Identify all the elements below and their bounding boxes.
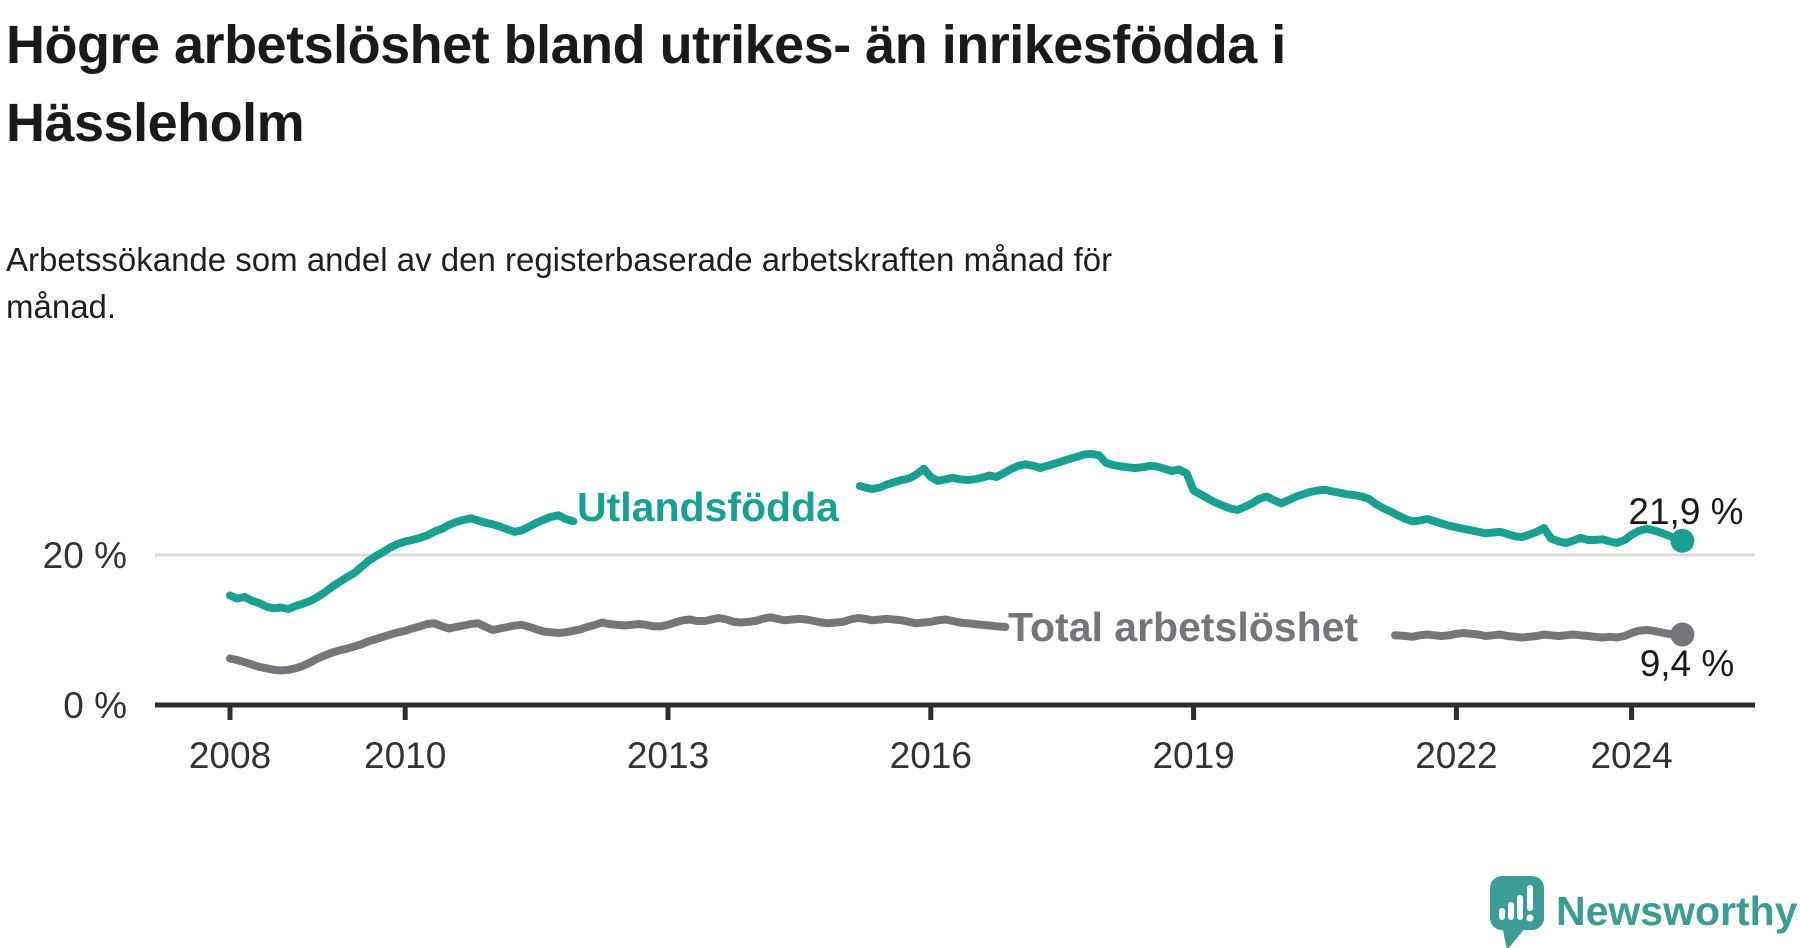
page-subtitle: Arbetssökande som andel av den registerb…	[6, 236, 1506, 330]
newsworthy-wordmark: Newsworthy	[1556, 888, 1798, 934]
page-title-line1: Högre arbetslöshet bland utrikes- än inr…	[6, 15, 1286, 75]
logo-exclamation-dot	[1526, 914, 1534, 922]
series-label-total-arbetsloshet: Total arbetslöshet	[1008, 604, 1358, 650]
x-tick-label-2010: 2010	[364, 735, 446, 776]
logo-bar-1	[1499, 908, 1505, 920]
x-tick-label-2008: 2008	[189, 735, 271, 776]
end-value-label-utlandsfodda: 21,9 %	[1628, 491, 1743, 532]
series-end-dot-1	[1670, 622, 1695, 647]
y-tick-label-20: 20 %	[43, 535, 127, 576]
x-tick-label-2024: 2024	[1590, 735, 1672, 776]
x-tick-label-2013: 2013	[627, 735, 709, 776]
x-axis: 0 % 20 % 2008 2010 2013 2016 2019 2022 2024	[43, 535, 1755, 776]
series-line-0-seg-0	[226, 511, 578, 613]
newsworthy-logo-icon	[1490, 876, 1544, 948]
logo-exclamation-bar	[1527, 885, 1533, 911]
x-tick-label-2016: 2016	[890, 735, 972, 776]
x-tick-label-2019: 2019	[1152, 735, 1234, 776]
logo-bar-2	[1508, 902, 1514, 920]
series-line-0-seg-1	[855, 449, 1687, 547]
page-title-line2: Hässleholm	[6, 93, 305, 153]
page-title: Högre arbetslöshet bland utrikes- än inr…	[6, 6, 1766, 162]
series-end-dot-0	[1670, 528, 1695, 553]
end-value-label-total: 9,4 %	[1640, 643, 1735, 684]
logo-bar-3	[1517, 895, 1523, 920]
series-line-1-seg-0	[226, 613, 1010, 675]
y-tick-label-0: 0 %	[63, 685, 127, 726]
page-subtitle-line2: månad.	[6, 288, 117, 325]
series-layer	[226, 449, 1695, 675]
series-label-utlandsfodda: Utlandsfödda	[577, 484, 840, 530]
series-line-1-seg-1	[1391, 626, 1687, 642]
x-tick-label-2022: 2022	[1415, 735, 1497, 776]
newsworthy-logo: Newsworthy	[1490, 876, 1798, 948]
page-subtitle-line1: Arbetssökande som andel av den registerb…	[6, 241, 1113, 278]
